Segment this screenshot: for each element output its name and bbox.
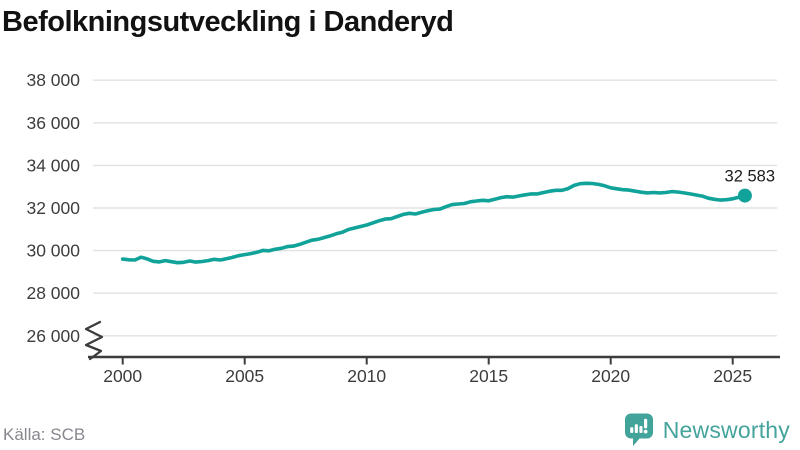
population-line [120,181,747,265]
y-tick-label: 34 000 [26,155,80,175]
last-value-label: 32 583 [725,168,775,186]
y-tick-label: 28 000 [26,283,80,303]
y-tick-label: 30 000 [26,241,80,261]
last-point-marker [737,188,752,203]
y-tick-label: 38 000 [26,70,80,90]
axis-break-icon [84,320,104,361]
newsworthy-logo: Newsworthy [624,413,790,447]
y-tick-label: 32 000 [26,198,80,218]
x-tick-label: 2000 [103,366,142,386]
y-tick-label: 36 000 [26,113,80,133]
x-tick-label: 2020 [591,366,630,386]
newsworthy-wordmark: Newsworthy [662,416,790,443]
y-tick-label: 26 000 [26,326,80,346]
chart-title: Befolkningsutveckling i Danderyd [2,6,454,38]
x-tick-label: 2015 [469,366,508,386]
x-tick-label: 2005 [225,366,264,386]
x-tick-label: 2025 [713,366,752,386]
newsworthy-chart-pin-icon [624,413,653,446]
x-tick-label: 2010 [347,366,386,386]
source-note: Källa: SCB [3,425,86,444]
